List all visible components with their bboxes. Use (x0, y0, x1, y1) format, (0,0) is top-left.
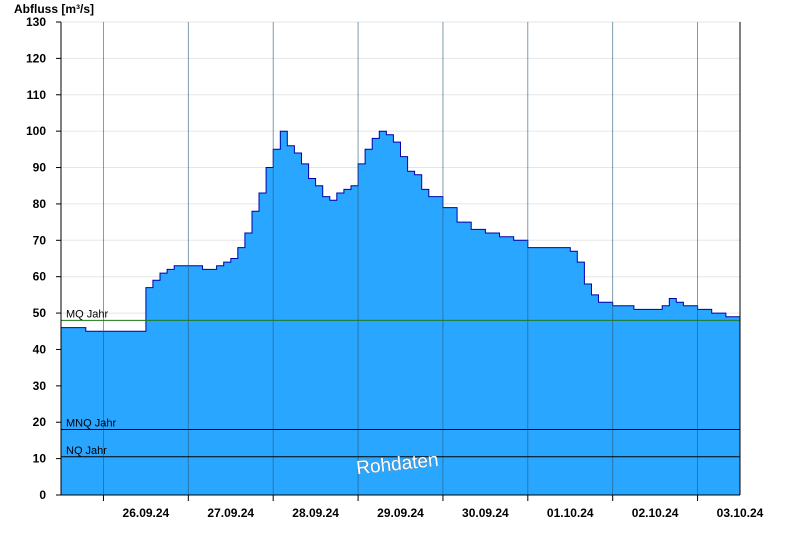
y-tick-label: 50 (33, 306, 47, 320)
x-tick-label: 03.10.24 (717, 506, 764, 520)
reference-line-label: MQ Jahr (66, 308, 109, 320)
axes: 0 10 20 30 40 50 60 70 80 90 100 110 120 130 26.09.24 2… (26, 15, 764, 520)
y-tick-label: 100 (26, 124, 46, 138)
x-tick-label: 29.09.24 (377, 506, 424, 520)
y-tick-label: 0 (39, 488, 46, 502)
x-tick-label: 28.09.24 (292, 506, 339, 520)
x-tick-label: 27.09.24 (207, 506, 254, 520)
discharge-line (61, 130, 741, 332)
y-tick-label: 130 (26, 15, 46, 29)
x-tick-label: 02.10.24 (632, 506, 679, 520)
y-tick-label: 110 (27, 88, 47, 102)
y-tick-label: 30 (33, 379, 47, 393)
day-gridlines (103, 22, 698, 495)
x-tick-label: 01.10.24 (547, 506, 594, 520)
y-tick-label: 40 (33, 342, 47, 356)
reference-line-label: MNQ Jahr (66, 418, 116, 430)
x-tick-label: 30.09.24 (462, 506, 509, 520)
y-axis-label: Abfluss [m³/s] (14, 2, 94, 16)
reference-lines: MQ Jahr MNQ Jahr NQ Jahr (61, 308, 740, 458)
y-tick-label: 20 (33, 415, 47, 429)
discharge-area (61, 131, 740, 495)
x-tick-label: 26.09.24 (123, 506, 170, 520)
y-tick-label: 80 (33, 197, 47, 211)
y-tick-label: 60 (33, 270, 47, 284)
reference-line-label: NQ Jahr (66, 445, 107, 457)
y-tick-label: 10 (33, 452, 47, 466)
y-tick-label: 90 (33, 161, 47, 175)
y-tick-label: 70 (33, 233, 47, 247)
y-tick-label: 120 (26, 51, 46, 65)
